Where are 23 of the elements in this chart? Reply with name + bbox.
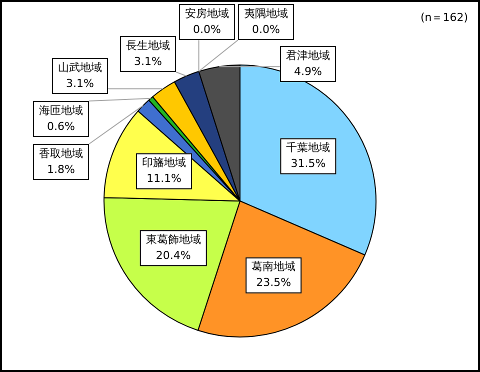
slice-label: 長生地域 [126,38,170,52]
text: 0.0% [252,22,280,36]
slice-label: 東葛飾地域 [146,232,201,246]
category-label: 安房地域 [185,6,229,20]
category-label: 夷隅地域 [244,6,288,20]
data-label: 1.8% [47,162,75,176]
data-label: 4.9% [294,64,322,78]
text: (n＝162) [420,10,468,24]
slice-label: 君津地域 [286,48,330,62]
data-label: 3.1% [66,76,94,90]
data-label: 3.1% [134,54,162,68]
data-label: 11.1% [146,172,182,186]
data-label: 31.5% [290,157,326,170]
data-label: 23.5% [256,276,292,290]
data-label: 20.4% [156,248,191,262]
slice-label: 千葉地域 [286,141,330,154]
slice-label: 印旛地域 [142,156,186,170]
data-label: 0.6% [47,120,75,133]
text: 0.0% [193,22,221,36]
slice-label: 葛南地域 [252,260,296,274]
slice-label: 海匝地域 [39,104,83,117]
slice-label: 山武地域 [58,60,102,74]
slice-label: 香取地域 [39,146,83,160]
